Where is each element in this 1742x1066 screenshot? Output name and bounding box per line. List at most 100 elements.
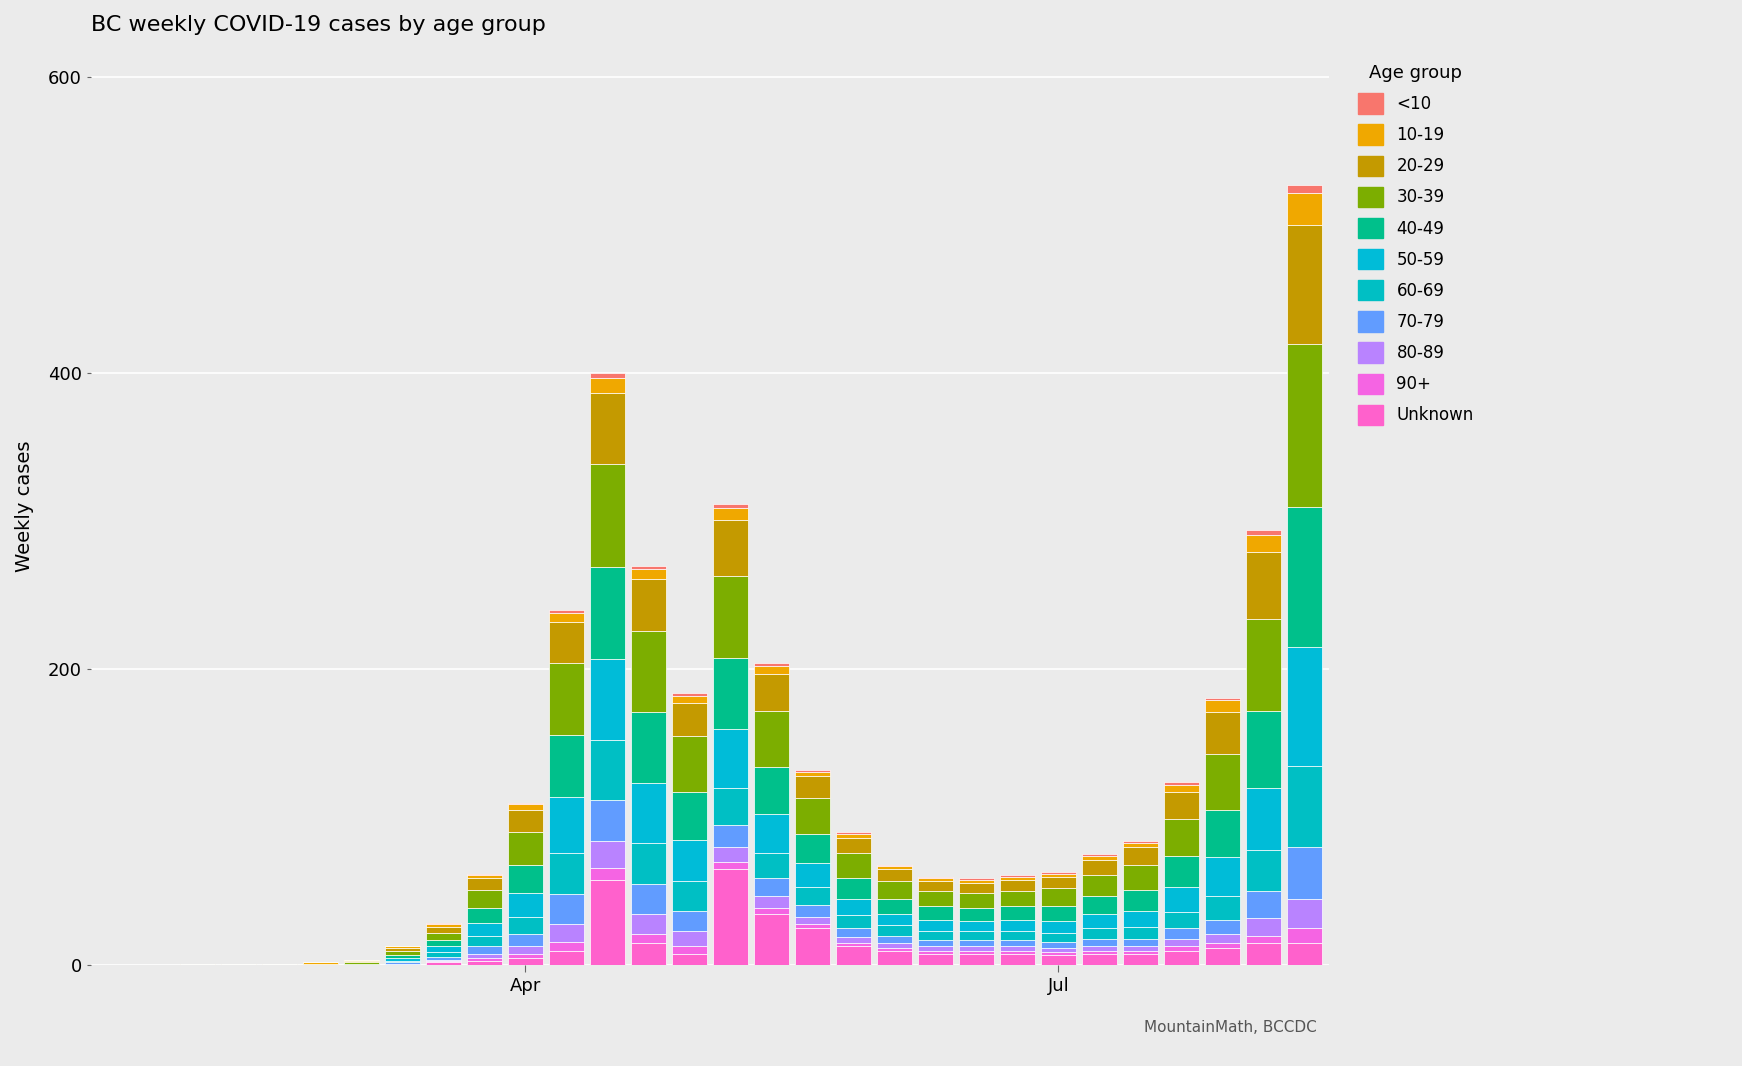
Bar: [1042, 876, 1077, 888]
Bar: [427, 959, 462, 960]
Bar: [1246, 943, 1280, 966]
Bar: [836, 853, 871, 878]
Bar: [1082, 875, 1117, 895]
Bar: [467, 960, 502, 966]
Bar: [1164, 819, 1198, 856]
Bar: [1205, 943, 1240, 948]
Bar: [794, 917, 829, 924]
Bar: [467, 875, 502, 878]
Bar: [1164, 947, 1198, 951]
Bar: [427, 924, 462, 927]
Bar: [509, 917, 544, 934]
Bar: [427, 956, 462, 959]
Bar: [672, 947, 707, 954]
Bar: [549, 610, 584, 613]
Bar: [427, 927, 462, 933]
Bar: [1082, 895, 1117, 914]
Bar: [918, 906, 953, 920]
Bar: [427, 960, 462, 963]
Bar: [836, 834, 871, 838]
Bar: [918, 940, 953, 947]
Bar: [794, 770, 829, 772]
Bar: [509, 810, 544, 833]
Bar: [794, 863, 829, 887]
Bar: [754, 908, 789, 914]
Bar: [754, 895, 789, 908]
Bar: [1164, 785, 1198, 792]
Bar: [385, 960, 420, 963]
Bar: [1000, 875, 1035, 876]
Bar: [876, 899, 911, 914]
Bar: [1000, 891, 1035, 906]
Bar: [672, 736, 707, 792]
Bar: [1205, 700, 1240, 712]
Bar: [591, 800, 625, 841]
Bar: [794, 772, 829, 776]
Bar: [876, 951, 911, 966]
Bar: [1164, 939, 1198, 947]
Bar: [467, 947, 502, 954]
Bar: [876, 943, 911, 948]
Bar: [1287, 506, 1322, 647]
Bar: [467, 922, 502, 936]
Bar: [1082, 928, 1117, 939]
Bar: [1042, 948, 1077, 952]
Bar: [672, 696, 707, 704]
Bar: [836, 878, 871, 899]
Bar: [754, 878, 789, 895]
Bar: [1042, 872, 1077, 874]
Bar: [303, 964, 338, 966]
Bar: [591, 392, 625, 464]
Bar: [712, 658, 747, 728]
Bar: [1124, 947, 1158, 951]
Bar: [1287, 943, 1322, 966]
Bar: [794, 798, 829, 834]
Bar: [509, 947, 544, 954]
Bar: [509, 804, 544, 810]
Bar: [631, 842, 665, 884]
Bar: [876, 867, 911, 869]
Bar: [712, 520, 747, 576]
Bar: [591, 741, 625, 800]
Bar: [794, 834, 829, 863]
Bar: [467, 890, 502, 908]
Bar: [754, 914, 789, 966]
Bar: [631, 943, 665, 966]
Bar: [591, 659, 625, 741]
Bar: [876, 914, 911, 925]
Bar: [385, 955, 420, 958]
Bar: [794, 924, 829, 928]
Bar: [1246, 918, 1280, 936]
Bar: [836, 928, 871, 937]
Bar: [1000, 876, 1035, 879]
Bar: [1205, 697, 1240, 700]
Bar: [509, 893, 544, 917]
Bar: [1164, 928, 1198, 939]
Bar: [754, 853, 789, 878]
Bar: [1246, 788, 1280, 850]
Bar: [385, 947, 420, 948]
Bar: [876, 869, 911, 882]
Bar: [1205, 934, 1240, 943]
Bar: [549, 621, 584, 663]
Bar: [427, 952, 462, 956]
Bar: [794, 776, 829, 798]
Text: BC weekly COVID-19 cases by age group: BC weekly COVID-19 cases by age group: [91, 15, 545, 35]
Bar: [549, 951, 584, 966]
Bar: [918, 882, 953, 891]
Bar: [918, 891, 953, 906]
Bar: [549, 734, 584, 796]
Bar: [1287, 928, 1322, 943]
Bar: [1042, 906, 1077, 921]
Bar: [467, 936, 502, 947]
Bar: [1246, 530, 1280, 535]
Bar: [467, 958, 502, 960]
Bar: [712, 503, 747, 508]
Bar: [345, 959, 380, 960]
Bar: [1124, 847, 1158, 865]
Bar: [1205, 810, 1240, 857]
Bar: [1042, 874, 1077, 876]
Bar: [1164, 856, 1198, 887]
Bar: [1000, 947, 1035, 951]
Bar: [1246, 535, 1280, 552]
